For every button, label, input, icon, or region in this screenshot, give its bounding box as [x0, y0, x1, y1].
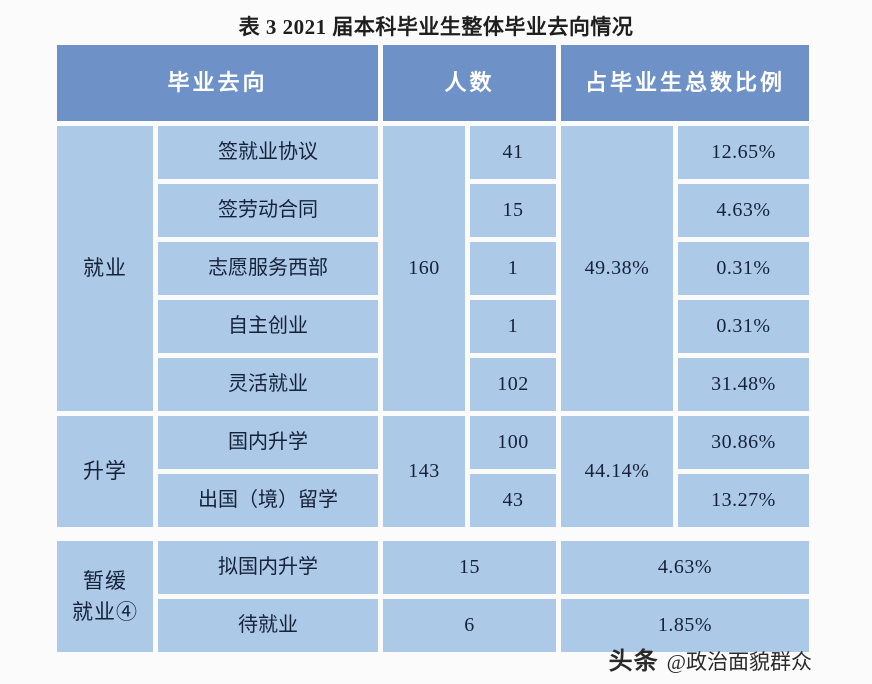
row-label: 国内升学 — [158, 416, 378, 469]
row-count: 43 — [470, 474, 556, 527]
row-label: 待就业 — [158, 599, 378, 652]
row-label: 自主创业 — [158, 300, 378, 353]
row-ratio: 30.86% — [678, 416, 809, 469]
row-label: 签劳动合同 — [158, 184, 378, 237]
row-ratio: 4.63% — [678, 184, 809, 237]
graduation-destination-table: 毕业去向 人数 占毕业生总数比例 就业 签就业协议 签劳动合同 志愿服务西部 自… — [57, 45, 809, 652]
toutiao-logo: 头条 — [608, 649, 659, 675]
row-count: 41 — [470, 126, 556, 179]
row-ratio: 0.31% — [678, 300, 809, 353]
row-count: 15 — [383, 541, 556, 594]
col-header-ratio: 占毕业生总数比例 — [561, 45, 809, 121]
row-ratio: 31.48% — [678, 358, 809, 411]
group-total-ratio: 49.38% — [561, 126, 673, 411]
group-label-deferred-employment: 暂缓 就业④ — [57, 541, 153, 652]
row-count: 15 — [470, 184, 556, 237]
watermark-handle: @政治面貌群众 — [666, 650, 812, 674]
row-label: 出国（境）留学 — [158, 474, 378, 527]
row-count: 102 — [470, 358, 556, 411]
group-total-count: 143 — [383, 416, 465, 527]
row-label: 签就业协议 — [158, 126, 378, 179]
row-label: 灵活就业 — [158, 358, 378, 411]
row-count: 6 — [383, 599, 556, 652]
group-total-ratio: 44.14% — [561, 416, 673, 527]
row-count: 100 — [470, 416, 556, 469]
row-ratio: 1.85% — [561, 599, 809, 652]
row-ratio: 0.31% — [678, 242, 809, 295]
row-count: 1 — [470, 300, 556, 353]
row-label: 志愿服务西部 — [158, 242, 378, 295]
row-ratio: 4.63% — [561, 541, 809, 594]
table-title: 表 3 2021 届本科毕业生整体毕业去向情况 — [238, 15, 634, 39]
row-ratio: 13.27% — [678, 474, 809, 527]
watermark: 头条 @政治面貌群众 — [609, 641, 812, 676]
col-header-destination: 毕业去向 — [57, 45, 378, 121]
row-label: 拟国内升学 — [158, 541, 378, 594]
group-label-further-study: 升学 — [57, 416, 153, 527]
group-total-count: 160 — [383, 126, 465, 411]
row-count: 1 — [470, 242, 556, 295]
group-label-employment: 就业 — [57, 126, 153, 411]
col-header-count: 人数 — [383, 45, 556, 121]
row-ratio: 12.65% — [678, 126, 809, 179]
